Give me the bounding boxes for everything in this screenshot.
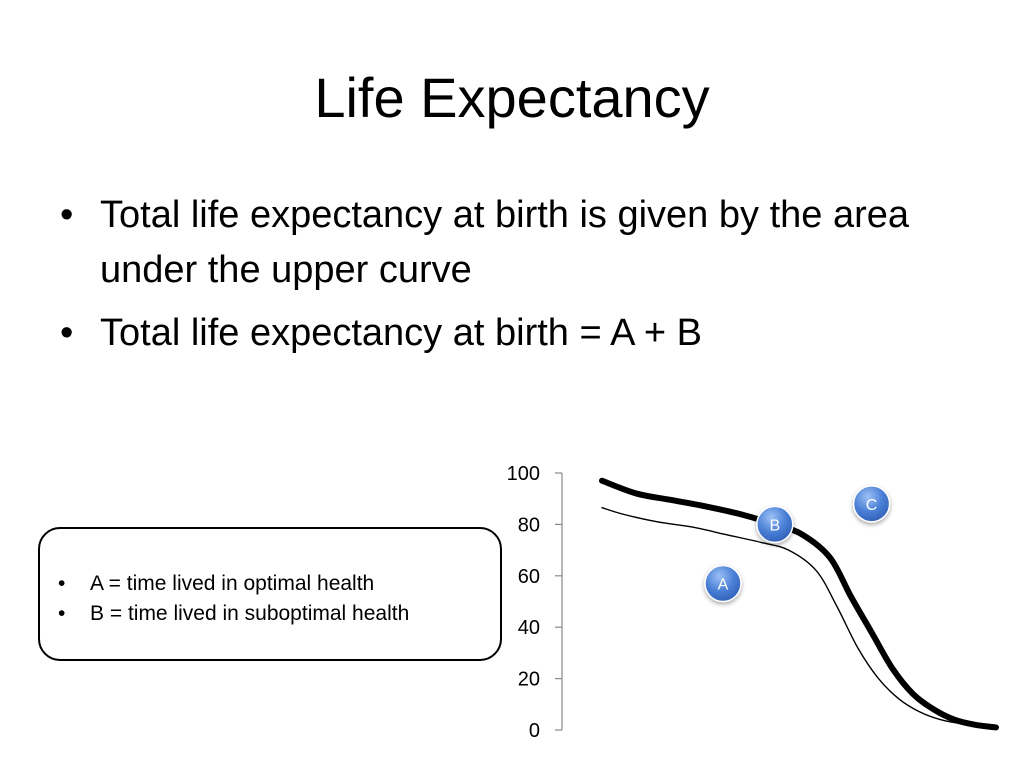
bullet-text: Total life expectancy at birth = A + B [100, 312, 703, 354]
bullet-item: • Total life expectancy at birth = A + B [60, 306, 960, 361]
y-tick-label: 0 [529, 720, 540, 742]
region-bubble-label: C [866, 497, 878, 514]
definition-list: • A = time lived in optimal health • B =… [58, 569, 409, 629]
region-bubble-b: B [756, 505, 794, 544]
bullet-item: • Total life expectancy at birth is give… [60, 188, 960, 298]
y-tick-label: 80 [518, 514, 540, 536]
region-bubble-circle [756, 505, 794, 544]
y-tick-label: 60 [518, 566, 540, 588]
definition-marker: • [58, 602, 66, 625]
region-bubble-a: A [704, 564, 742, 603]
upper-curve-line [599, 477, 999, 731]
region-bubble-label: A [718, 577, 729, 594]
definition-marker: • [58, 572, 66, 595]
bullet-text: Total life expectancy at birth is given … [100, 194, 910, 291]
y-tick-label: 100 [507, 463, 540, 485]
region-bubble-circle [704, 564, 742, 603]
y-tick-label: 20 [518, 669, 540, 691]
lower-curve-line [601, 506, 983, 727]
region-bubble-label: B [769, 517, 780, 534]
slide-title: Life Expectancy [314, 66, 710, 129]
bullet-list: • Total life expectancy at birth is give… [60, 188, 960, 369]
y-tick-label: 40 [518, 617, 540, 639]
definition-text: A = time lived in optimal health [90, 572, 375, 595]
definition-box: • A = time lived in optimal health • B =… [38, 527, 502, 661]
definition-text: B = time lived in suboptimal health [90, 602, 410, 625]
definition-item: • A = time lived in optimal health [58, 569, 409, 599]
definition-item: • B = time lived in suboptimal health [58, 599, 409, 629]
bullet-marker: • [60, 312, 74, 354]
region-bubble-c: C [852, 485, 891, 523]
bullet-marker: • [60, 194, 74, 236]
region-bubble-circle [852, 485, 891, 523]
